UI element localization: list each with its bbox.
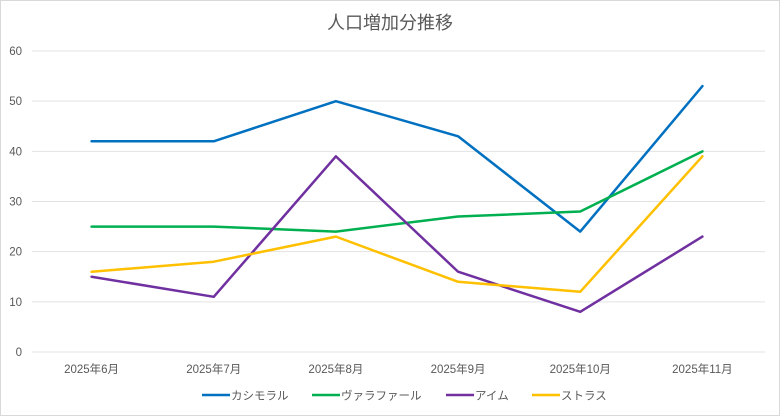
legend-label: アイム <box>475 389 509 403</box>
chart-title: 人口増加分推移 <box>327 13 453 34</box>
y-tick-label: 30 <box>9 197 22 209</box>
legend-item-3[interactable]: ストラス <box>532 389 607 403</box>
legend-label: カシモラル <box>231 389 289 403</box>
legend-label: ストラス <box>561 389 607 403</box>
series-line-3 <box>90 155 704 294</box>
gridlines <box>32 50 765 353</box>
series-line-1 <box>90 150 704 233</box>
x-tick-label: 2025年8月 <box>308 362 363 376</box>
y-tick-label: 20 <box>9 247 22 259</box>
legend-item-2[interactable]: アイム <box>446 389 509 403</box>
legend-item-0[interactable]: カシモラル <box>202 389 289 403</box>
series-lines <box>90 84 704 314</box>
legend: カシモラル ヴァラファール アイム ストラス <box>202 389 607 403</box>
legend-label: ヴァラファール <box>341 389 422 403</box>
series-line-0 <box>90 84 704 233</box>
y-tick-label: 0 <box>16 347 22 359</box>
y-tick-label: 10 <box>9 297 22 309</box>
y-tick-label: 60 <box>9 46 22 58</box>
y-tick-label: 50 <box>9 96 22 108</box>
y-axis-ticks: 0 10 20 30 40 50 60 <box>9 46 22 359</box>
series-line-2 <box>90 155 704 314</box>
x-axis-ticks: 2025年6月 2025年7月 2025年8月 2025年9月 2025年10月 2025… <box>64 362 733 376</box>
x-tick-label: 2025年11月 <box>672 362 733 376</box>
x-tick-label: 2025年6月 <box>64 362 119 376</box>
x-tick-label: 2025年10月 <box>550 362 611 376</box>
legend-item-1[interactable]: ヴァラファール <box>312 389 422 403</box>
x-tick-label: 2025年7月 <box>186 362 241 376</box>
x-tick-label: 2025年9月 <box>431 362 486 376</box>
y-tick-label: 40 <box>9 146 22 158</box>
